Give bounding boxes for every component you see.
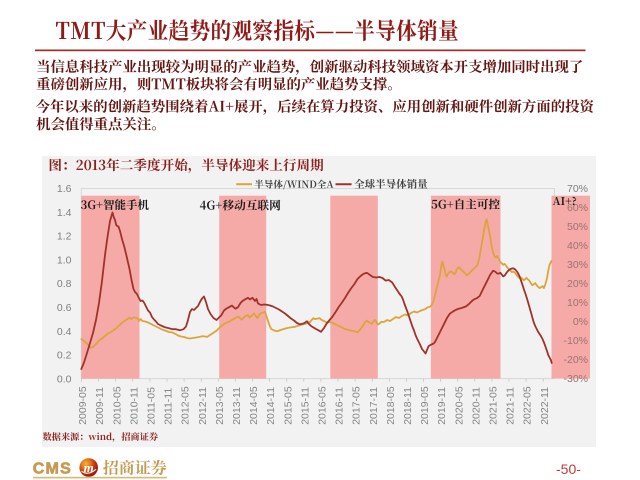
svg-text:1.2: 1.2 [57,231,72,243]
svg-text:0.0: 0.0 [57,373,72,385]
svg-text:2010-11: 2010-11 [128,387,140,425]
svg-text:2015-11: 2015-11 [299,387,311,425]
svg-text:70%: 70% [567,183,588,195]
svg-text:2013-05: 2013-05 [214,386,226,425]
svg-text:-20%: -20% [563,354,588,366]
svg-text:0.8: 0.8 [57,278,72,290]
svg-text:2014-11: 2014-11 [265,387,277,425]
svg-text:2017-11: 2017-11 [368,387,380,425]
svg-text:m: m [84,460,94,475]
svg-text:2011-11: 2011-11 [163,388,175,425]
svg-text:2017-05: 2017-05 [351,386,363,425]
svg-text:-30%: -30% [563,373,588,385]
svg-text:0.2: 0.2 [57,350,72,362]
svg-text:2021-05: 2021-05 [488,386,500,425]
svg-text:1.4: 1.4 [57,207,72,219]
svg-text:2022-05: 2022-05 [522,386,534,425]
svg-text:2012-11: 2012-11 [197,387,209,425]
svg-text:2018-11: 2018-11 [402,387,414,425]
svg-text:-10%: -10% [563,335,588,347]
svg-text:40%: 40% [567,240,588,252]
svg-text:2018-05: 2018-05 [385,386,397,425]
svg-text:2012-05: 2012-05 [180,386,192,425]
svg-text:2013-11: 2013-11 [231,387,243,425]
svg-text:2010-05: 2010-05 [111,386,123,425]
svg-text:30%: 30% [567,259,588,271]
svg-text:1.6: 1.6 [57,183,72,195]
svg-text:10%: 10% [567,297,588,309]
svg-text:50%: 50% [567,221,588,233]
svg-text:2009-11: 2009-11 [94,387,106,425]
svg-text:2020-05: 2020-05 [453,386,465,425]
svg-text:20%: 20% [567,278,588,290]
svg-text:0%: 0% [573,316,588,328]
svg-text:2016-11: 2016-11 [334,387,346,425]
svg-text:2014-05: 2014-05 [248,386,260,425]
svg-text:2021-11: 2021-11 [505,387,517,425]
svg-text:0.6: 0.6 [57,302,72,314]
svg-text:-50-: -50- [556,461,581,477]
svg-text:2019-05: 2019-05 [419,386,431,425]
svg-text:2019-11: 2019-11 [436,387,448,425]
svg-text:2016-05: 2016-05 [317,386,329,425]
svg-text:0.4: 0.4 [57,326,72,338]
svg-text:2015-05: 2015-05 [282,386,294,425]
svg-text:2011-05: 2011-05 [146,387,158,425]
svg-text:CMS: CMS [33,461,72,478]
svg-text:60%: 60% [567,202,588,214]
svg-text:1.0: 1.0 [57,255,72,267]
svg-text:2009-05: 2009-05 [77,386,89,425]
svg-text:2022-11: 2022-11 [539,387,551,425]
svg-text:2020-11: 2020-11 [470,387,482,425]
